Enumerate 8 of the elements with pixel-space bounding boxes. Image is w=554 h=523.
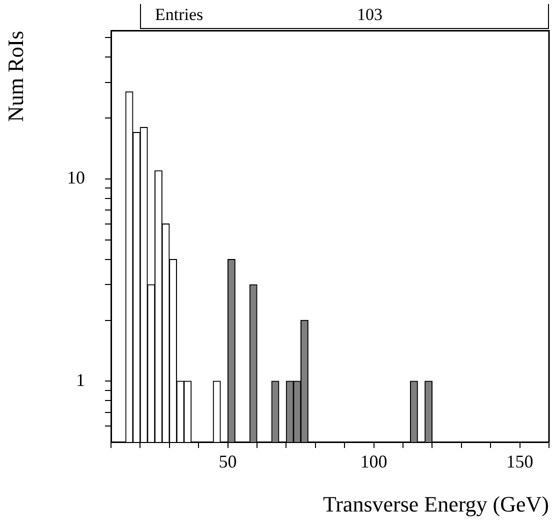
y-tick-label: 1 [76,370,85,390]
stats-box: Entries 103 [140,4,549,29]
y-tick-label: 10 [67,168,85,188]
y-axis-title: Num RoIs [2,30,28,122]
x-tick-label: 50 [218,452,237,472]
x-axis-title: Transverse Energy (GeV) [322,492,549,517]
x-tick-label: 100 [360,452,388,472]
x-tick-label: 150 [506,452,534,472]
